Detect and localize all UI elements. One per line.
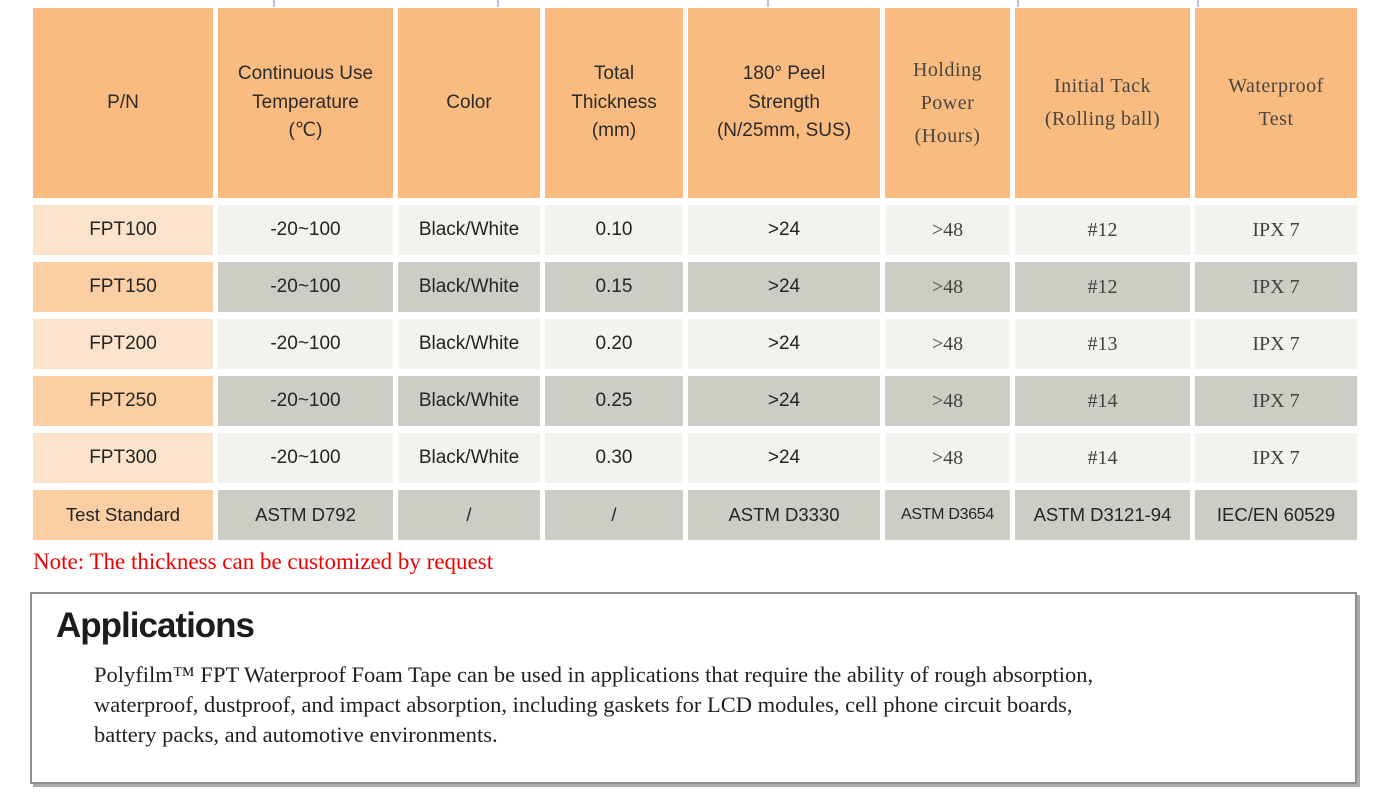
table-cell: >24 — [688, 205, 880, 255]
table-cell: #14 — [1015, 433, 1190, 483]
table-cell: Black/White — [398, 205, 540, 255]
table-cell: IPX 7 — [1195, 319, 1357, 369]
table-cell: ASTM D3654 — [885, 490, 1010, 540]
table-cell: / — [398, 490, 540, 540]
table-cell: 0.30 — [545, 433, 683, 483]
table-cell: >48 — [885, 205, 1010, 255]
column-grid-tick — [1197, 0, 1199, 7]
table-cell: 0.25 — [545, 376, 683, 426]
table-cell: -20~100 — [218, 433, 393, 483]
table-cell: #14 — [1015, 376, 1190, 426]
spec-table: P/N Continuous Use Temperature (℃) Color… — [33, 8, 1357, 540]
col-header-pn: P/N — [33, 8, 213, 198]
table-cell: >48 — [885, 262, 1010, 312]
table-cell: 0.20 — [545, 319, 683, 369]
table-cell: >48 — [885, 319, 1010, 369]
table-cell: FPT250 — [33, 376, 213, 426]
table-cell: FPT100 — [33, 205, 213, 255]
table-cell: -20~100 — [218, 319, 393, 369]
col-header-initial-tack: Initial Tack (Rolling ball) — [1015, 8, 1190, 198]
table-cell: #12 — [1015, 205, 1190, 255]
table-cell: -20~100 — [218, 205, 393, 255]
table-cell: Black/White — [398, 376, 540, 426]
table-cell: ASTM D3121-94 — [1015, 490, 1190, 540]
table-cell: 0.15 — [545, 262, 683, 312]
thickness-note: Note: The thickness can be customized by… — [33, 549, 494, 574]
table-cell: >24 — [688, 433, 880, 483]
applications-section: Applications Polyfilm™ FPT Waterproof Fo… — [30, 592, 1357, 784]
table-cell: IPX 7 — [1195, 376, 1357, 426]
table-cell: 0.10 — [545, 205, 683, 255]
col-header-holding-power: Holding Power (Hours) — [885, 8, 1010, 198]
table-cell: ASTM D3330 — [688, 490, 880, 540]
table-cell: IPX 7 — [1195, 205, 1357, 255]
applications-body-text: Polyfilm™ FPT Waterproof Foam Tape can b… — [94, 662, 1094, 747]
column-grid-tick — [497, 0, 499, 7]
table-cell: #12 — [1015, 262, 1190, 312]
table-cell: Black/White — [398, 433, 540, 483]
table-cell: Test Standard — [33, 490, 213, 540]
col-header-color: Color — [398, 8, 540, 198]
applications-title: Applications — [56, 606, 255, 645]
col-header-peel-strength: 180° Peel Strength (N/25mm, SUS) — [688, 8, 880, 198]
table-cell: / — [545, 490, 683, 540]
table-cell: Black/White — [398, 262, 540, 312]
table-cell: ASTM D792 — [218, 490, 393, 540]
table-cell: >48 — [885, 376, 1010, 426]
table-cell: >48 — [885, 433, 1010, 483]
table-cell: -20~100 — [218, 376, 393, 426]
table-cell: FPT150 — [33, 262, 213, 312]
table-cell: #13 — [1015, 319, 1190, 369]
table-cell: FPT300 — [33, 433, 213, 483]
table-cell: FPT200 — [33, 319, 213, 369]
column-grid-tick — [273, 0, 275, 7]
table-cell: -20~100 — [218, 262, 393, 312]
table-cell: IPX 7 — [1195, 433, 1357, 483]
table-cell: IEC/EN 60529 — [1195, 490, 1357, 540]
column-grid-tick — [767, 0, 769, 7]
table-cell: IPX 7 — [1195, 262, 1357, 312]
table-cell: Black/White — [398, 319, 540, 369]
col-header-waterproof-test: Waterproof Test — [1195, 8, 1357, 198]
col-header-total-thickness: Total Thickness (mm) — [545, 8, 683, 198]
table-cell: >24 — [688, 262, 880, 312]
table-cell: >24 — [688, 376, 880, 426]
column-grid-tick — [1017, 0, 1019, 7]
table-cell: >24 — [688, 319, 880, 369]
col-header-continuous-use-temperature: Continuous Use Temperature (℃) — [218, 8, 393, 198]
